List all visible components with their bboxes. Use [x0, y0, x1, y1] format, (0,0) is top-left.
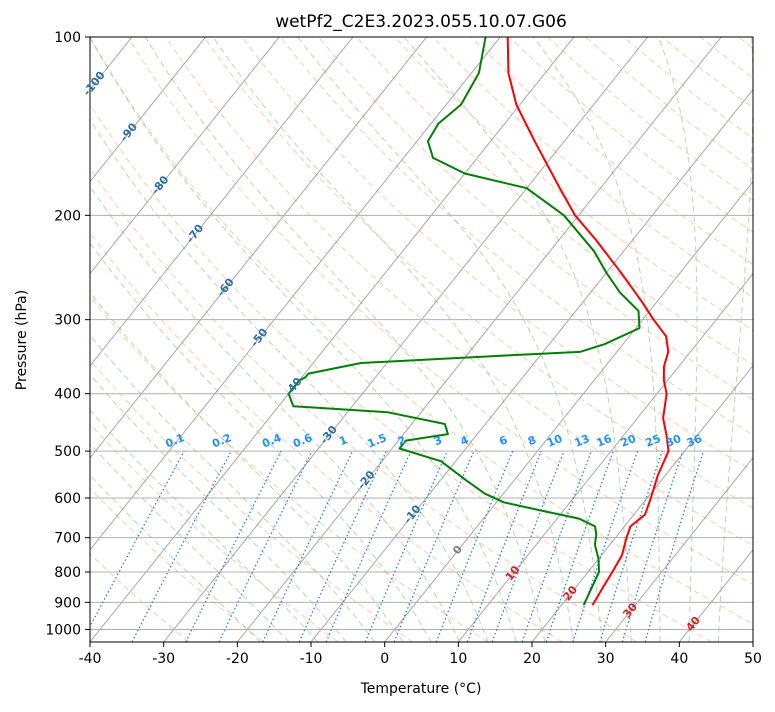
- isotherm-line: [606, 37, 775, 642]
- dry-adiabat-line: [13, 37, 637, 642]
- y-tick-label: 900: [54, 595, 81, 611]
- isotherm-label: -100: [80, 69, 108, 99]
- mixing-ratio-line: [82, 451, 184, 642]
- isotherm-line: [0, 37, 206, 642]
- mixing-ratio-label: 20: [619, 432, 638, 450]
- mixing-ratio-label: 0.6: [291, 431, 314, 450]
- y-tick-label: 500: [54, 444, 81, 460]
- dry-adiabat-line: [0, 37, 488, 642]
- moist-adiabat-line: [5, 37, 460, 642]
- x-tick-label: -40: [79, 651, 102, 667]
- y-tick-label: 200: [54, 208, 81, 224]
- data-lines-layer: [289, 37, 669, 605]
- mixing-ratio-label: 0.4: [260, 431, 283, 450]
- x-tick-label: -20: [226, 651, 249, 667]
- dry-adiabat-line: [357, 37, 775, 642]
- y-tick-label: 700: [54, 531, 81, 547]
- moist-adiabat-line: [0, 37, 318, 642]
- mixing-ratio-label: 10: [545, 432, 564, 450]
- x-tick-label: 40: [670, 651, 688, 667]
- labels-layer: -100-90-80-70-60-50-40-30-20-10010203040…: [80, 69, 704, 634]
- x-tick-label: 30: [597, 651, 615, 667]
- dry-adiabat-line: [318, 37, 775, 642]
- mixing-ratio-label: 1.5: [365, 431, 388, 450]
- isotherm-line: [753, 37, 775, 642]
- mixing-ratio-label: 4: [459, 433, 471, 448]
- mixing-ratio-label: 13: [572, 432, 591, 450]
- isotherm-line: [311, 37, 775, 642]
- isotherm-line: [164, 37, 648, 642]
- grid-layer: [0, 37, 775, 642]
- mixing-ratio-line: [365, 451, 447, 642]
- y-tick-label: 600: [54, 491, 81, 507]
- mixing-ratio-line: [263, 451, 353, 642]
- isotherm-label: 40: [683, 614, 703, 634]
- x-tick-label: 0: [380, 651, 389, 667]
- isotherm-line: [0, 37, 279, 642]
- dry-adiabat-line: [547, 37, 775, 642]
- x-tick-label: -30: [152, 651, 175, 667]
- mixing-ratio-label: 25: [644, 432, 663, 450]
- chart-title: wetPf2_C2E3.2023.055.10.07.G06: [275, 12, 567, 32]
- dry-adiabat-line: [242, 37, 775, 642]
- mixing-ratio-line: [219, 451, 312, 642]
- mixing-ratio-label: 8: [526, 433, 538, 448]
- mixing-ratio-label: 16: [595, 432, 614, 450]
- x-tick-label: 10: [449, 651, 467, 667]
- moist-adiabat-line: [0, 37, 431, 642]
- mixing-ratio-line: [522, 451, 591, 642]
- mixing-ratio-line: [645, 451, 703, 642]
- x-tick-label: 20: [523, 651, 541, 667]
- mixing-ratio-line: [468, 451, 542, 642]
- isotherm-label: -10: [401, 502, 424, 526]
- isotherm-line: [237, 37, 721, 642]
- isotherm-line: [679, 37, 775, 642]
- y-tick-label: 800: [54, 565, 81, 581]
- dry-adiabat-line: [700, 37, 775, 642]
- moist-adiabat-line: [0, 37, 375, 642]
- dry-adiabat-line: [90, 37, 775, 642]
- mixing-ratio-label: 36: [685, 432, 704, 450]
- y-tick-label: 400: [54, 387, 81, 403]
- mixing-ratio-line: [186, 451, 281, 642]
- x-tick-label: -10: [300, 651, 323, 667]
- moist-adiabat-line: [0, 37, 346, 642]
- y-axis-label: Pressure (hPa): [14, 290, 30, 390]
- mixing-ratio-label: 6: [497, 433, 509, 448]
- y-tick-label: 100: [54, 30, 81, 46]
- moist-adiabat-line: [213, 37, 573, 642]
- dry-adiabat-line: [738, 37, 775, 642]
- dry-adiabat-line: [509, 37, 775, 642]
- x-tick-label: 50: [744, 651, 762, 667]
- moist-adiabat-line: [0, 37, 403, 642]
- moist-adiabat-line: [0, 37, 289, 642]
- y-tick-label: 1000: [45, 622, 81, 638]
- x-axis-label: Temperature (°C): [360, 681, 482, 697]
- isotherm-line: [0, 37, 427, 642]
- y-tick-label: 300: [54, 313, 81, 329]
- mixing-ratio-label: 0.2: [210, 431, 233, 450]
- isotherm-line: [0, 37, 353, 642]
- moist-adiabat-line: [718, 37, 753, 642]
- mixing-ratio-label: 1: [337, 433, 349, 448]
- mixing-ratio-line: [436, 451, 512, 642]
